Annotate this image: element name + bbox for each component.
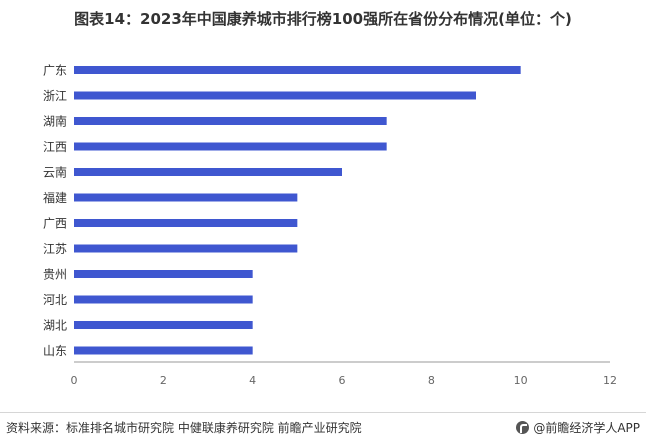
footer-divider <box>0 412 646 413</box>
brand-text: @前瞻经济学人APP <box>533 421 640 435</box>
bar <box>74 66 521 74</box>
bar <box>74 117 387 125</box>
category-label: 贵州 <box>43 268 67 282</box>
bar <box>74 346 253 355</box>
x-tick-label: 2 <box>160 374 167 387</box>
x-tick-label: 8 <box>428 374 435 387</box>
bar <box>74 295 253 304</box>
bar <box>74 193 298 202</box>
bar <box>74 91 476 100</box>
category-label: 福建 <box>43 190 67 205</box>
bar <box>74 244 298 253</box>
category-label: 河北 <box>43 293 67 307</box>
bar <box>74 321 253 329</box>
x-tick-label: 12 <box>603 374 617 387</box>
category-label: 湖南 <box>43 114 67 129</box>
category-label: 云南 <box>43 165 67 180</box>
bar <box>74 270 253 278</box>
bar <box>74 142 387 151</box>
brand: @前瞻经济学人APP <box>516 419 640 436</box>
chart-title: 图表14：2023年中国康养城市排行榜100强所在省份分布情况(单位：个) <box>74 10 572 28</box>
x-tick-label: 6 <box>339 374 346 387</box>
category-label: 湖北 <box>43 318 67 333</box>
category-label: 江苏 <box>43 242 67 256</box>
source-note: 资料来源：标准排名城市研究院 中健联康养研究院 前瞻产业研究院 <box>6 421 362 435</box>
category-label: 广东 <box>43 64 67 78</box>
x-ticks-group: 0 2 4 6 8 10 12 <box>71 374 618 387</box>
brand-logo-icon <box>516 421 530 434</box>
category-label: 浙江 <box>43 89 67 103</box>
bar <box>74 168 342 176</box>
x-tick-label: 10 <box>514 374 528 387</box>
x-tick-label: 0 <box>71 374 78 387</box>
category-label: 广西 <box>43 217 67 231</box>
x-tick-label: 4 <box>249 374 256 387</box>
category-label: 山东 <box>43 344 67 358</box>
bar <box>74 219 298 227</box>
category-label: 江西 <box>43 140 67 154</box>
bars-group <box>74 66 521 355</box>
